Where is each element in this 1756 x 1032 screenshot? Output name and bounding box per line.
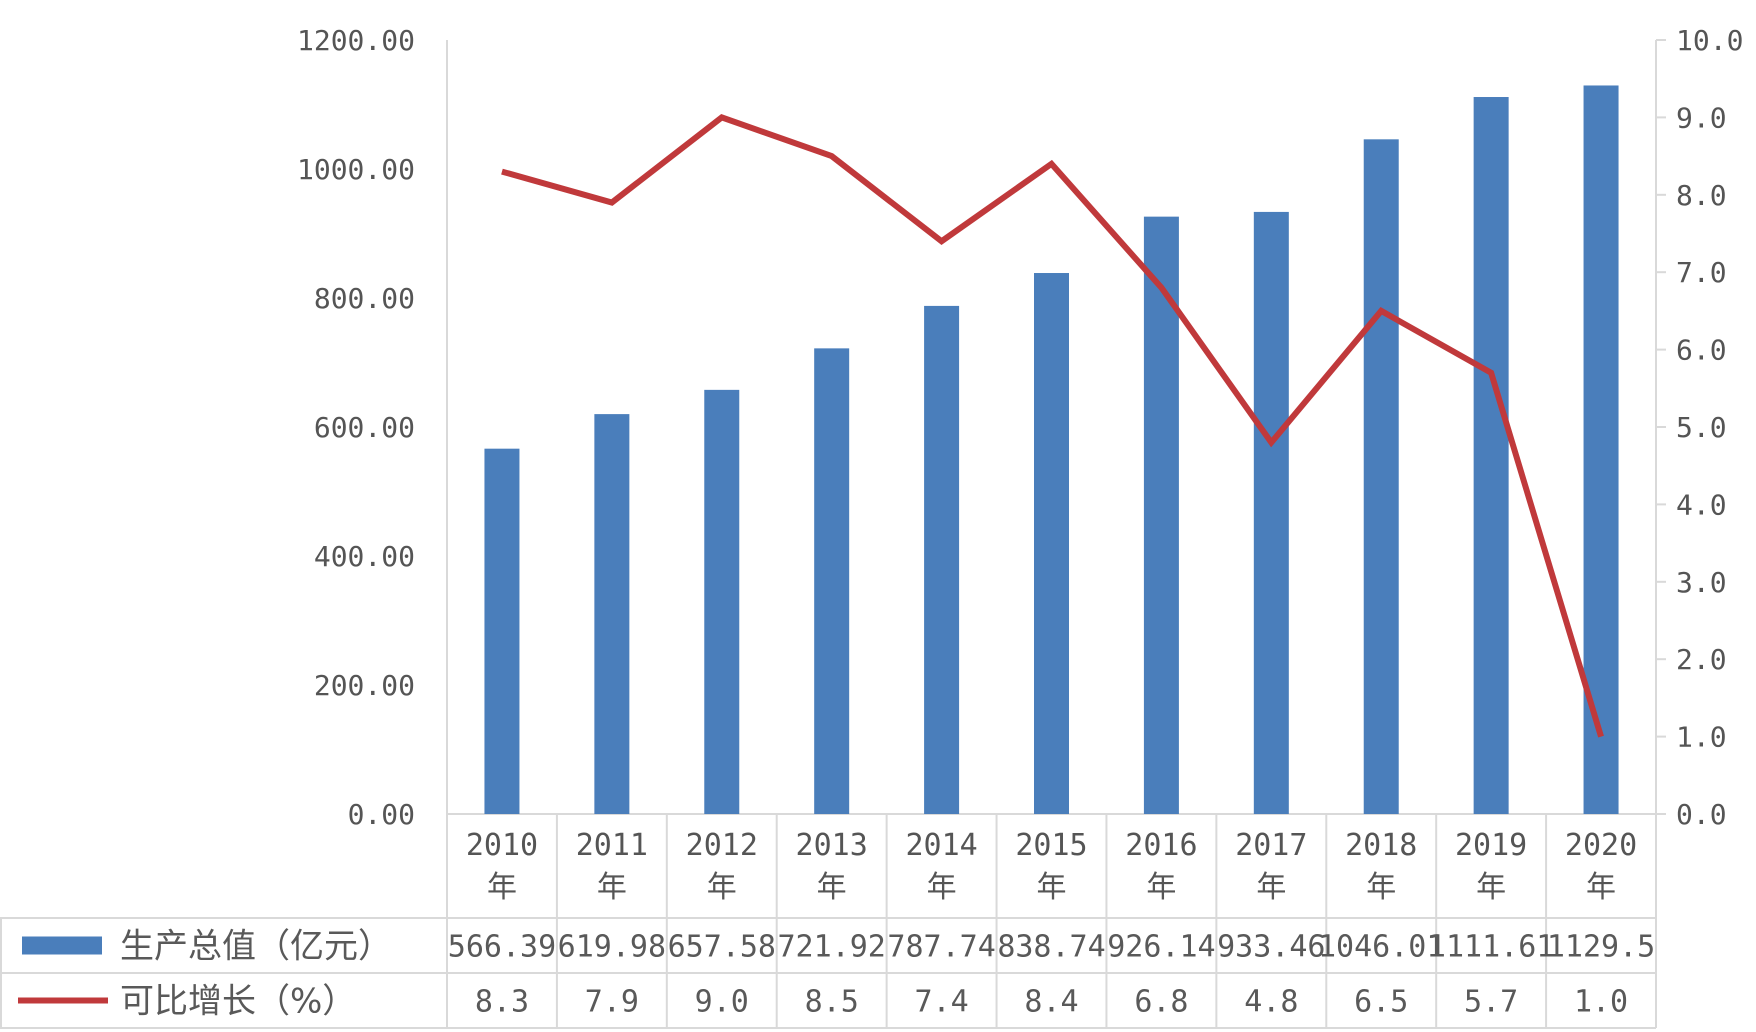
- table-cell-growth: 1.0: [1574, 985, 1628, 1020]
- left-tick-label: 0.00: [348, 798, 415, 831]
- left-tick-label: 200.00: [314, 669, 415, 702]
- table-cell-gdp: 657.58: [668, 930, 776, 965]
- category-label: 2010 年: [466, 828, 538, 905]
- data-table: 2010 年 2011 年 2012 年 2013 年 2014 年 2015 年 2016 年 2017 年…: [0, 814, 1657, 1029]
- table-cell-growth: 8.3: [475, 985, 529, 1020]
- left-tick-label: 800.00: [314, 282, 415, 315]
- bar: [1473, 97, 1509, 815]
- legend-label-gdp: 生产总值（亿元）: [120, 927, 392, 967]
- right-tick-label: 9.0: [1676, 101, 1727, 134]
- table-cell-growth: 8.5: [805, 985, 859, 1020]
- bar: [924, 305, 960, 814]
- right-tick-label: 1.0: [1676, 721, 1727, 754]
- right-tick-label: 3.0: [1676, 566, 1727, 599]
- category-label: 2015 年: [1015, 828, 1087, 905]
- left-tick-label: 1000.00: [297, 153, 415, 186]
- table-cell-growth: 8.4: [1024, 985, 1078, 1020]
- table-cell-gdp: 1111.61: [1428, 930, 1554, 965]
- right-tick-label: 5.0: [1676, 411, 1727, 444]
- legend-label-growth: 可比增长（%）: [120, 982, 356, 1022]
- table-cell-gdp: 787.74: [887, 930, 995, 965]
- bar: [814, 348, 850, 814]
- table-cell-growth: 4.8: [1244, 985, 1298, 1020]
- left-tick-label: 400.00: [314, 540, 415, 573]
- right-tick-label: 2.0: [1676, 643, 1727, 676]
- bar: [1363, 139, 1399, 814]
- table-cell-growth: 5.7: [1464, 985, 1518, 1020]
- legend-key-bar: [22, 936, 102, 955]
- table-cell-growth: 7.9: [585, 985, 639, 1020]
- category-label: 2016 年: [1125, 828, 1197, 905]
- category-label: 2011 年: [576, 828, 648, 905]
- right-tick-label: 4.0: [1676, 488, 1727, 521]
- table-cell-gdp: 838.74: [997, 930, 1105, 965]
- bar: [1253, 211, 1289, 814]
- table-cell-growth: 6.5: [1354, 985, 1408, 1020]
- category-label: 2018 年: [1345, 828, 1417, 905]
- table-cell-growth: 7.4: [914, 985, 968, 1020]
- right-tick-label: 10.0: [1676, 24, 1743, 57]
- left-tick-label: 600.00: [314, 411, 415, 444]
- bar-series: [484, 85, 1619, 815]
- left-tick-label: 1200.00: [297, 24, 415, 57]
- table-cell-gdp: 721.92: [777, 930, 885, 965]
- line-series: [501, 114, 1604, 738]
- table-cell-gdp: 926.14: [1107, 930, 1215, 965]
- table-cell-growth: 9.0: [695, 985, 749, 1020]
- right-tick-label: 6.0: [1676, 334, 1727, 367]
- right-tick-label: 7.0: [1676, 256, 1727, 289]
- table-cell-gdp: 1129.5: [1547, 930, 1655, 965]
- table-cell-gdp: 619.98: [558, 930, 666, 965]
- bar: [1143, 216, 1179, 814]
- category-label: 2017 年: [1235, 828, 1307, 905]
- axes: 0.00 200.00 400.00 600.00 800.00 1000.00 1200.…: [297, 24, 1743, 831]
- table-cell-gdp: 933.46: [1217, 930, 1325, 965]
- bar: [594, 414, 630, 814]
- right-tick-label: 0.0: [1676, 798, 1727, 831]
- table-cell-gdp: 566.39: [448, 930, 556, 965]
- category-label: 2014 年: [905, 828, 977, 905]
- category-label: 2012 年: [686, 828, 758, 905]
- bar: [484, 448, 520, 814]
- category-label: 2019 年: [1455, 828, 1527, 905]
- bar: [1034, 273, 1069, 814]
- category-label: 2013 年: [796, 828, 868, 905]
- table-cell-growth: 6.8: [1134, 985, 1188, 1020]
- bar: [704, 389, 740, 814]
- right-tick-label: 8.0: [1676, 179, 1727, 212]
- table-cell-gdp: 1046.01: [1318, 930, 1444, 965]
- category-label: 2020 年: [1565, 828, 1637, 905]
